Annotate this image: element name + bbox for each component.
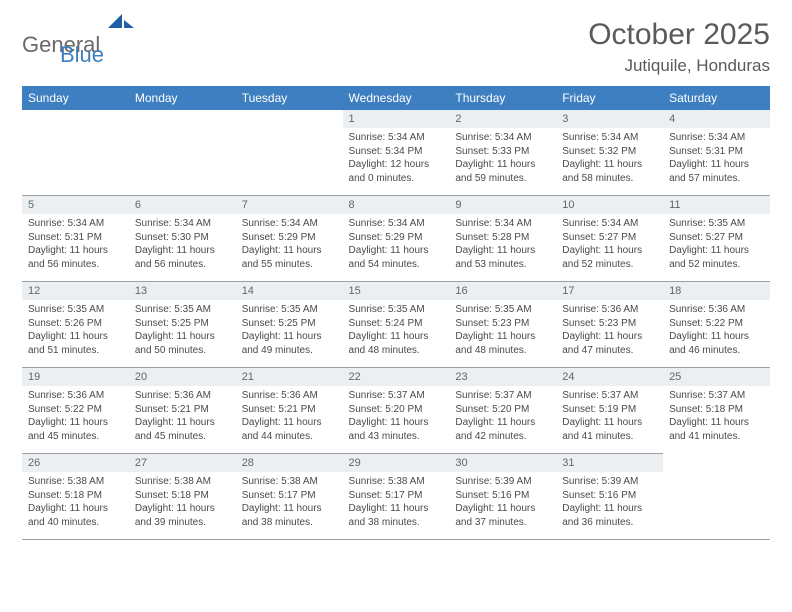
day-info-cell: Sunrise: 5:36 AMSunset: 5:23 PMDaylight:… — [556, 300, 663, 368]
location: Jutiquile, Honduras — [588, 56, 770, 76]
day-info-cell: Sunrise: 5:37 AMSunset: 5:18 PMDaylight:… — [663, 386, 770, 454]
day-number-cell: 18 — [663, 282, 770, 301]
day-number-cell: 7 — [236, 196, 343, 215]
day-number-cell: 20 — [129, 368, 236, 387]
daynum-row: 1234 — [22, 110, 770, 128]
day-number-cell: 16 — [449, 282, 556, 301]
day-info-cell — [663, 472, 770, 539]
day-info-cell: Sunrise: 5:35 AMSunset: 5:27 PMDaylight:… — [663, 214, 770, 282]
title-block: October 2025 Jutiquile, Honduras — [588, 18, 770, 76]
day-number-cell — [663, 454, 770, 473]
day-info-cell: Sunrise: 5:35 AMSunset: 5:23 PMDaylight:… — [449, 300, 556, 368]
day-info-cell: Sunrise: 5:36 AMSunset: 5:22 PMDaylight:… — [663, 300, 770, 368]
day-info-cell: Sunrise: 5:37 AMSunset: 5:19 PMDaylight:… — [556, 386, 663, 454]
info-row: Sunrise: 5:36 AMSunset: 5:22 PMDaylight:… — [22, 386, 770, 454]
header: General Blue October 2025 Jutiquile, Hon… — [22, 18, 770, 76]
month-title: October 2025 — [588, 18, 770, 52]
day-info-cell: Sunrise: 5:36 AMSunset: 5:21 PMDaylight:… — [129, 386, 236, 454]
logo-text-blue: Blue — [60, 42, 104, 68]
day-info-cell: Sunrise: 5:34 AMSunset: 5:33 PMDaylight:… — [449, 128, 556, 196]
day-info-cell: Sunrise: 5:36 AMSunset: 5:21 PMDaylight:… — [236, 386, 343, 454]
day-number-cell: 10 — [556, 196, 663, 215]
day-number-cell: 31 — [556, 454, 663, 473]
logo-sail-icon — [108, 12, 134, 35]
daynum-row: 12131415161718 — [22, 282, 770, 301]
day-header: Wednesday — [343, 86, 450, 110]
day-header: Friday — [556, 86, 663, 110]
info-row: Sunrise: 5:35 AMSunset: 5:26 PMDaylight:… — [22, 300, 770, 368]
daynum-row: 262728293031 — [22, 454, 770, 473]
day-info-cell: Sunrise: 5:34 AMSunset: 5:32 PMDaylight:… — [556, 128, 663, 196]
day-info-cell — [22, 128, 129, 196]
day-header: Monday — [129, 86, 236, 110]
day-number-cell: 13 — [129, 282, 236, 301]
day-info-cell: Sunrise: 5:39 AMSunset: 5:16 PMDaylight:… — [556, 472, 663, 539]
logo: General Blue — [22, 18, 162, 66]
day-info-cell: Sunrise: 5:34 AMSunset: 5:27 PMDaylight:… — [556, 214, 663, 282]
day-number-cell: 8 — [343, 196, 450, 215]
day-number-cell: 29 — [343, 454, 450, 473]
day-info-cell: Sunrise: 5:38 AMSunset: 5:18 PMDaylight:… — [129, 472, 236, 539]
day-info-cell: Sunrise: 5:34 AMSunset: 5:29 PMDaylight:… — [236, 214, 343, 282]
day-number-cell: 24 — [556, 368, 663, 387]
day-info-cell — [236, 128, 343, 196]
day-number-cell: 5 — [22, 196, 129, 215]
day-header: Thursday — [449, 86, 556, 110]
day-info-cell: Sunrise: 5:39 AMSunset: 5:16 PMDaylight:… — [449, 472, 556, 539]
day-info-cell: Sunrise: 5:36 AMSunset: 5:22 PMDaylight:… — [22, 386, 129, 454]
day-info-cell: Sunrise: 5:34 AMSunset: 5:28 PMDaylight:… — [449, 214, 556, 282]
day-number-cell: 28 — [236, 454, 343, 473]
day-number-cell: 11 — [663, 196, 770, 215]
day-number-cell: 21 — [236, 368, 343, 387]
day-info-cell: Sunrise: 5:34 AMSunset: 5:29 PMDaylight:… — [343, 214, 450, 282]
daynum-row: 567891011 — [22, 196, 770, 215]
day-info-cell: Sunrise: 5:35 AMSunset: 5:26 PMDaylight:… — [22, 300, 129, 368]
day-info-cell: Sunrise: 5:38 AMSunset: 5:17 PMDaylight:… — [236, 472, 343, 539]
day-number-cell: 2 — [449, 110, 556, 128]
bottom-divider — [22, 539, 770, 540]
day-number-cell: 25 — [663, 368, 770, 387]
day-number-cell: 3 — [556, 110, 663, 128]
day-number-cell: 23 — [449, 368, 556, 387]
day-info-cell: Sunrise: 5:38 AMSunset: 5:18 PMDaylight:… — [22, 472, 129, 539]
day-number-cell: 26 — [22, 454, 129, 473]
day-number-cell: 15 — [343, 282, 450, 301]
day-info-cell: Sunrise: 5:34 AMSunset: 5:31 PMDaylight:… — [22, 214, 129, 282]
info-row: Sunrise: 5:34 AMSunset: 5:31 PMDaylight:… — [22, 214, 770, 282]
day-number-cell — [236, 110, 343, 128]
day-number-cell: 6 — [129, 196, 236, 215]
day-number-cell: 12 — [22, 282, 129, 301]
day-info-cell: Sunrise: 5:35 AMSunset: 5:25 PMDaylight:… — [236, 300, 343, 368]
day-header: Saturday — [663, 86, 770, 110]
day-info-cell: Sunrise: 5:35 AMSunset: 5:24 PMDaylight:… — [343, 300, 450, 368]
info-row: Sunrise: 5:34 AMSunset: 5:34 PMDaylight:… — [22, 128, 770, 196]
day-number-cell: 14 — [236, 282, 343, 301]
day-number-cell: 17 — [556, 282, 663, 301]
calendar-table: SundayMondayTuesdayWednesdayThursdayFrid… — [22, 86, 770, 539]
day-info-cell — [129, 128, 236, 196]
day-info-cell: Sunrise: 5:34 AMSunset: 5:30 PMDaylight:… — [129, 214, 236, 282]
day-header: Tuesday — [236, 86, 343, 110]
day-number-cell: 22 — [343, 368, 450, 387]
day-number-cell: 19 — [22, 368, 129, 387]
day-number-cell — [22, 110, 129, 128]
day-info-cell: Sunrise: 5:37 AMSunset: 5:20 PMDaylight:… — [343, 386, 450, 454]
day-number-cell: 4 — [663, 110, 770, 128]
daynum-row: 19202122232425 — [22, 368, 770, 387]
day-header: Sunday — [22, 86, 129, 110]
day-info-cell: Sunrise: 5:38 AMSunset: 5:17 PMDaylight:… — [343, 472, 450, 539]
info-row: Sunrise: 5:38 AMSunset: 5:18 PMDaylight:… — [22, 472, 770, 539]
day-info-cell: Sunrise: 5:35 AMSunset: 5:25 PMDaylight:… — [129, 300, 236, 368]
day-number-cell — [129, 110, 236, 128]
day-info-cell: Sunrise: 5:37 AMSunset: 5:20 PMDaylight:… — [449, 386, 556, 454]
day-number-cell: 30 — [449, 454, 556, 473]
day-info-cell: Sunrise: 5:34 AMSunset: 5:31 PMDaylight:… — [663, 128, 770, 196]
day-info-cell: Sunrise: 5:34 AMSunset: 5:34 PMDaylight:… — [343, 128, 450, 196]
day-header-row: SundayMondayTuesdayWednesdayThursdayFrid… — [22, 86, 770, 110]
day-number-cell: 9 — [449, 196, 556, 215]
day-number-cell: 27 — [129, 454, 236, 473]
day-number-cell: 1 — [343, 110, 450, 128]
